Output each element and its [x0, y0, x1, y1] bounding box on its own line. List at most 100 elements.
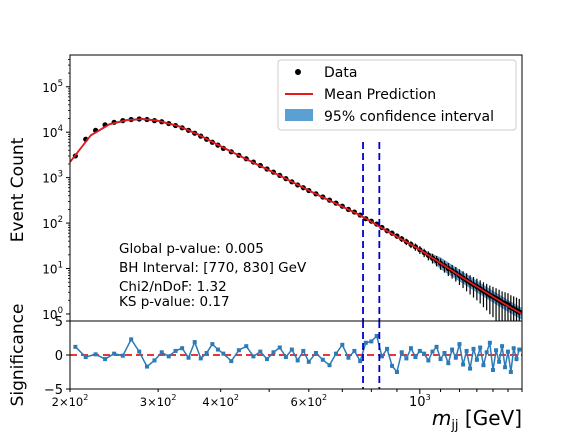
significance-point [352, 348, 357, 353]
significance-point [221, 351, 226, 356]
significance-point [301, 348, 306, 353]
significance-point [442, 350, 447, 355]
mean-prediction-line [70, 118, 522, 315]
significance-point [236, 348, 241, 353]
y-tick-label: 102 [42, 215, 63, 231]
significance-point [426, 358, 431, 363]
legend-data-label: Data [324, 65, 357, 81]
significance-point [129, 337, 134, 342]
legend-band-swatch [285, 109, 313, 121]
bottom-x-ticks: 2×102 3×102 4×102 6×102 103 [52, 389, 523, 410]
significance-point [413, 355, 418, 360]
significance-point [198, 356, 203, 361]
significance-point [120, 353, 125, 358]
significance-point [327, 363, 332, 368]
significance-point [210, 342, 215, 347]
significance-point [277, 345, 282, 350]
significance-point [422, 351, 427, 356]
significance-point [399, 350, 404, 355]
significance-point [192, 340, 197, 345]
significance-point [503, 365, 508, 370]
bottom-plot-area [70, 321, 522, 389]
x-tick-label: 6×102 [290, 393, 327, 409]
significance-point [457, 342, 462, 347]
significance-point [487, 340, 492, 345]
annotation-bh-interval: BH Interval: [770, 830] GeV [119, 260, 307, 276]
significance-point [500, 344, 505, 349]
significance-point [464, 348, 469, 353]
significance-point [484, 350, 489, 355]
y-tick-label: 105 [42, 79, 63, 95]
significance-y-tick-label: 0 [55, 349, 63, 364]
bottom-y-axis-label: Significance [8, 304, 28, 407]
legend: Data Mean Prediction 95% confidence inte… [277, 59, 517, 131]
data-points [72, 116, 522, 321]
legend-box [277, 59, 517, 131]
significance-point [166, 354, 171, 359]
significance-point [369, 339, 374, 344]
significance-point [390, 363, 395, 368]
significance-point [430, 349, 435, 354]
significance-point [497, 359, 502, 364]
significance-point [363, 340, 368, 345]
significance-point [186, 355, 191, 360]
significance-point [450, 347, 455, 352]
bottom-panel: −5 0 5 2×102 3×102 4×102 6×102 103 Significanc… [8, 304, 523, 433]
significance-point [73, 344, 78, 349]
significance-point [271, 350, 276, 355]
y-tick-label: 100 [42, 306, 63, 322]
significance-point [478, 345, 483, 350]
significance-point [137, 349, 142, 354]
significance-point [244, 344, 249, 349]
x-axis-label: mjj [GeV] [432, 406, 522, 433]
x-tick-label: 3×102 [140, 393, 177, 409]
annotation-chi2: Chi2/nDoF: 1.32 [119, 279, 227, 295]
significance-point [93, 352, 98, 357]
annotation-global-p: Global p-value: 0.005 [119, 241, 264, 257]
bottom-y-ticks: −5 0 5 [44, 315, 70, 398]
significance-point [320, 357, 325, 362]
top-y-axis-label: Event Count [8, 137, 28, 242]
legend-data-marker [295, 69, 301, 75]
significance-point [264, 357, 269, 362]
significance-point [453, 355, 458, 360]
significance-point [471, 346, 476, 351]
significance-point [340, 342, 345, 347]
significance-point [514, 357, 519, 362]
significance-point [511, 346, 516, 351]
significance-point [215, 347, 220, 352]
significance-y-tick-label: −5 [44, 383, 63, 398]
fit-statistics: Global p-value: 0.005 BH Interval: [770,… [119, 241, 307, 310]
significance-point [394, 370, 399, 374]
significance-point [251, 354, 256, 359]
significance-point [461, 362, 466, 367]
significance-point [494, 348, 499, 353]
significance-point [152, 358, 157, 363]
significance-point [481, 363, 486, 368]
significance-point [313, 350, 318, 355]
top-y-ticks: 100 101 102 103 104 105 [42, 59, 70, 322]
x-tick-label: 103 [409, 393, 431, 410]
significance-point [283, 355, 288, 360]
significance-point [306, 359, 311, 364]
significance-point [180, 346, 185, 351]
y-tick-label: 101 [42, 261, 63, 277]
y-tick-label: 103 [42, 170, 63, 186]
annotation-ks-p: KS p-value: 0.17 [119, 294, 230, 310]
significance-point [289, 347, 294, 352]
significance-line [74, 334, 521, 374]
significance-point [258, 349, 263, 354]
significance-point [173, 348, 178, 353]
significance-point [417, 348, 422, 353]
significance-point [295, 358, 300, 363]
significance-point [374, 333, 379, 338]
significance-point [505, 349, 510, 354]
significance-point [112, 351, 117, 356]
significance-point [334, 351, 339, 356]
significance-point [404, 356, 409, 361]
significance-point [358, 359, 363, 364]
significance-point [490, 367, 495, 372]
significance-point [468, 366, 473, 371]
significance-point [408, 346, 413, 351]
top-panel: 100 101 102 103 104 105 Event Count Global p-… [8, 54, 523, 322]
